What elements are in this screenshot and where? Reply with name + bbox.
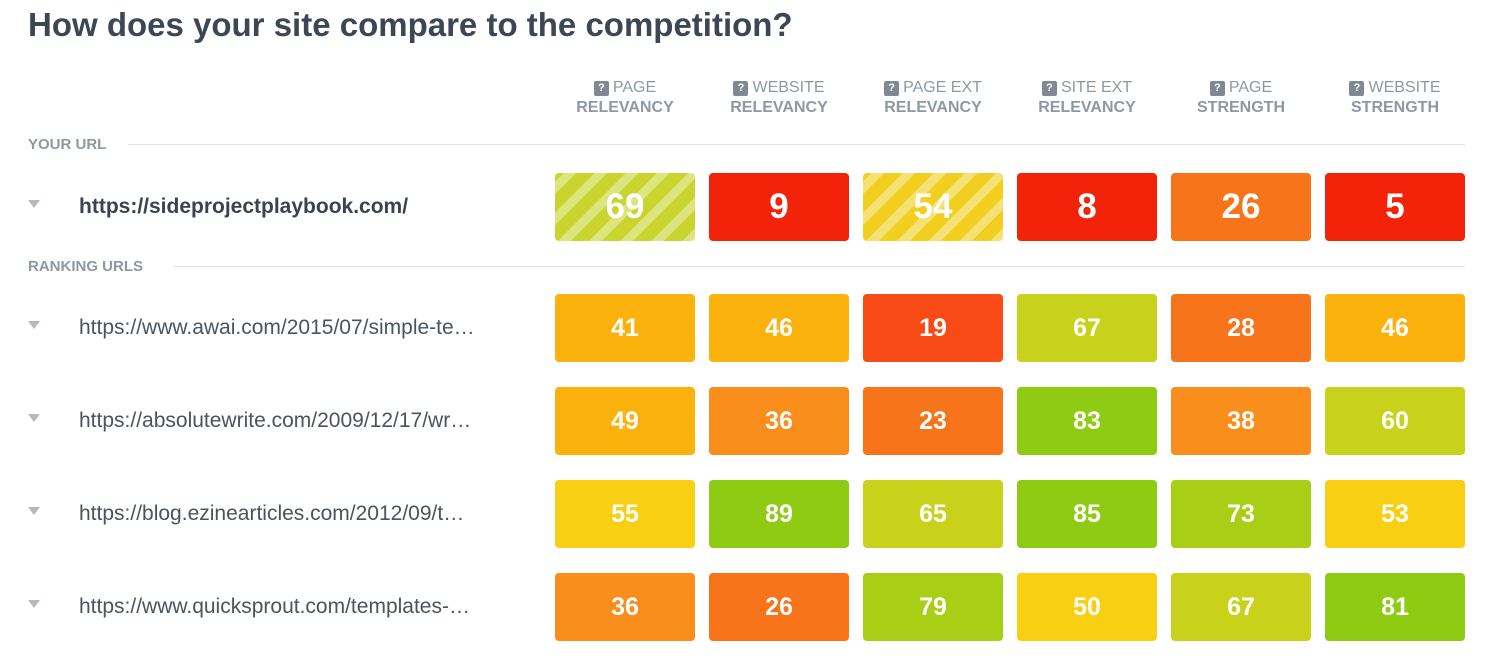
url-link[interactable]: https://absolutewrite.com/2009/12/17/wr… <box>79 409 472 432</box>
ranking-row: https://www.quicksprout.com/templates-… … <box>0 573 1500 641</box>
column-header-line1: PAGE <box>612 79 657 96</box>
url-link[interactable]: https://sideprojectplaybook.com/ <box>79 195 409 218</box>
section-divider <box>173 266 1465 267</box>
column-header-line2: STRENGTH <box>1197 99 1285 116</box>
score-cell: 73 <box>1171 480 1311 548</box>
score-cell: 85 <box>1017 480 1157 548</box>
score-cell: 53 <box>1325 480 1465 548</box>
score-cell: 67 <box>1171 573 1311 641</box>
column-header: ? WEBSITE RELEVANCY <box>709 78 849 118</box>
help-icon[interactable]: ? <box>733 81 749 96</box>
column-header: ? PAGE STRENGTH <box>1171 78 1311 118</box>
score-cell: 81 <box>1325 573 1465 641</box>
score-cell: 28 <box>1171 294 1311 362</box>
column-header-line1: SITE EXT <box>1060 79 1133 96</box>
column-header-line2: RELEVANCY <box>884 99 982 116</box>
section-label: RANKING URLS <box>28 257 143 275</box>
score-cell: 49 <box>555 387 695 455</box>
score-cell: 26 <box>1171 173 1311 241</box>
section-your-url: YOUR URL <box>28 134 1465 154</box>
score-cell: 89 <box>709 480 849 548</box>
expand-caret-icon[interactable] <box>28 600 40 608</box>
column-header-line1: WEBSITE <box>752 79 825 96</box>
score-cell: 36 <box>709 387 849 455</box>
page-title: How does your site compare to the compet… <box>28 6 793 43</box>
score-cell: 65 <box>863 480 1003 548</box>
score-cell: 23 <box>863 387 1003 455</box>
help-icon[interactable]: ? <box>1041 81 1057 96</box>
column-header: ? SITE EXT RELEVANCY <box>1017 78 1157 118</box>
your-url-row: https://sideprojectplaybook.com/ 69 9 54 8 2… <box>0 173 1500 241</box>
column-header-line2: STRENGTH <box>1351 99 1439 116</box>
score-cell: 60 <box>1325 387 1465 455</box>
score-cell: 26 <box>709 573 849 641</box>
help-icon[interactable]: ? <box>884 81 900 96</box>
score-cell: 8 <box>1017 173 1157 241</box>
column-header-line2: RELEVANCY <box>576 99 674 116</box>
column-header: ? PAGE RELEVANCY <box>555 78 695 118</box>
score-cell: 9 <box>709 173 849 241</box>
section-divider <box>128 144 1465 145</box>
url-link[interactable]: https://www.awai.com/2015/07/simple-te… <box>79 316 475 339</box>
ranking-row: https://www.awai.com/2015/07/simple-te… … <box>0 294 1500 362</box>
expand-caret-icon[interactable] <box>28 200 40 208</box>
score-cell: 69 <box>555 173 695 241</box>
section-ranking-urls: RANKING URLS <box>28 256 1465 276</box>
column-header-line1: PAGE EXT <box>903 79 982 96</box>
score-cell: 46 <box>1325 294 1465 362</box>
score-cell: 19 <box>863 294 1003 362</box>
section-label: YOUR URL <box>28 135 107 153</box>
url-link[interactable]: https://www.quicksprout.com/templates-… <box>79 595 470 618</box>
ranking-row: https://blog.ezinearticles.com/2012/09/t… <box>0 480 1500 548</box>
score-cell: 50 <box>1017 573 1157 641</box>
column-header-line2: RELEVANCY <box>1038 99 1136 116</box>
score-cell: 5 <box>1325 173 1465 241</box>
column-header-line1: WEBSITE <box>1368 79 1441 96</box>
expand-caret-icon[interactable] <box>28 321 40 329</box>
score-cell: 79 <box>863 573 1003 641</box>
score-cell: 54 <box>863 173 1003 241</box>
ranking-row: https://absolutewrite.com/2009/12/17/wr…… <box>0 387 1500 455</box>
column-header: ? WEBSITE STRENGTH <box>1325 78 1465 118</box>
help-icon[interactable]: ? <box>593 81 609 96</box>
expand-caret-icon[interactable] <box>28 507 40 515</box>
score-cell: 38 <box>1171 387 1311 455</box>
column-header: ? PAGE EXT RELEVANCY <box>863 78 1003 118</box>
url-link[interactable]: https://blog.ezinearticles.com/2012/09/t… <box>79 502 465 525</box>
help-icon[interactable]: ? <box>1209 81 1225 96</box>
score-cell: 67 <box>1017 294 1157 362</box>
score-cell: 46 <box>709 294 849 362</box>
score-cell: 36 <box>555 573 695 641</box>
score-cell: 41 <box>555 294 695 362</box>
column-header-line2: RELEVANCY <box>730 99 828 116</box>
score-cell: 83 <box>1017 387 1157 455</box>
score-cell: 55 <box>555 480 695 548</box>
column-header-line1: PAGE <box>1228 79 1273 96</box>
help-icon[interactable]: ? <box>1349 81 1365 96</box>
expand-caret-icon[interactable] <box>28 414 40 422</box>
